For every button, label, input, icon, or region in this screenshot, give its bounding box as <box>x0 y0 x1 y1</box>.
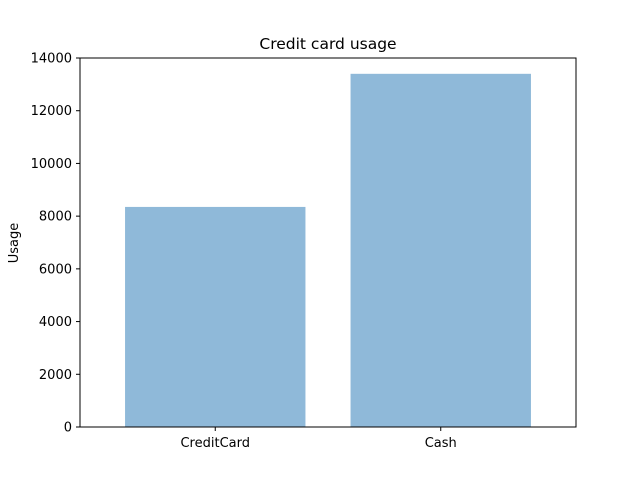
y-tick-label: 10000 <box>31 157 72 172</box>
y-tick-label: 0 <box>64 421 72 436</box>
plot-frame <box>79 57 577 428</box>
y-axis-label: Usage <box>7 223 22 264</box>
y-tick-label: 8000 <box>39 210 72 225</box>
chart-title: Credit card usage <box>259 35 396 53</box>
y-axis: 0 2000 4000 6000 8000 10000 12000 14000 <box>31 52 80 436</box>
x-tick-label: Cash <box>425 436 457 451</box>
x-tick-label: CreditCard <box>180 436 250 451</box>
x-axis: CreditCard Cash <box>180 427 457 451</box>
y-tick-label: 4000 <box>39 315 72 330</box>
y-tick-label: 6000 <box>39 262 72 277</box>
y-tick-label: 12000 <box>31 104 72 119</box>
y-tick-label: 14000 <box>31 52 72 67</box>
bars-layer <box>125 73 531 428</box>
y-tick-label: 2000 <box>39 368 72 383</box>
bar-cash <box>350 73 531 428</box>
bar-creditcard <box>125 206 306 427</box>
